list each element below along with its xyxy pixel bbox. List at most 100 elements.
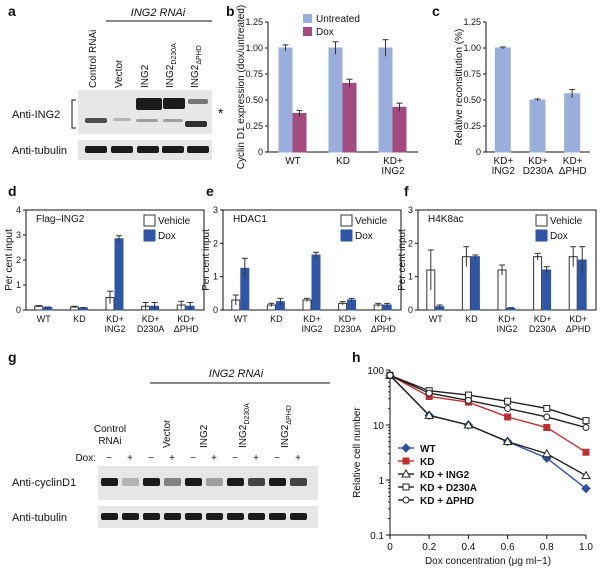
chart-c-category-label: KD+ [528, 156, 548, 167]
chart-f-category-label: ING2 [496, 324, 517, 334]
blot-a-row-label-ing2: Anti-ING2 [12, 109, 60, 121]
legend-d-dox-label: Dox [158, 231, 176, 242]
chart-h-legend-label: KD + ΔPHD [420, 496, 474, 507]
chart-h-legend-label: KD + ING2 [420, 470, 470, 481]
chart-h-xtick-label: 0.4 [461, 542, 475, 553]
blot-a-lane-label: ING2D230A [165, 43, 178, 88]
chart-c-category-label: KD+ [563, 156, 583, 167]
chart-c-ytick-label: 0 [476, 147, 481, 157]
chart-h-point-kd-ing2 [463, 419, 474, 429]
chart-e-category-label: KD+ [303, 314, 321, 324]
chart-h-line-kd-phd [389, 374, 587, 429]
chart-d-inset-title: Flag–ING2 [36, 214, 85, 225]
blot-a-lane-subscript: D230A [171, 43, 178, 65]
blot-a-row-label-tubulin: Anti-tubulin [12, 145, 67, 157]
chart-b-category-label: KD+ [383, 156, 403, 167]
chart-e-ylabel: Per cent input [201, 229, 212, 291]
chart-f-category-label: KD [465, 314, 478, 324]
blot-g-dox-sign: + [253, 453, 259, 464]
blot-g-band-cyclind1 [269, 478, 286, 486]
chart-e-category-label: KD [270, 314, 283, 324]
blot-a-band [188, 99, 208, 104]
chart-h-point-kd-phd [504, 404, 512, 412]
blot-g-band-tubulin [227, 513, 244, 520]
chart-e-ytick-label: 3 [213, 205, 218, 215]
blot-g-row-label-tubulin: Anti-tubulin [12, 512, 67, 524]
chart-h-xlabel: Dox concentration (μg ml−1) [425, 556, 551, 567]
chart-c-ytick-label: 0.50 [463, 95, 481, 105]
blot-g-dox-sign: − [274, 453, 280, 464]
blot-a-band-tubulin [137, 146, 159, 153]
chart-h-legend-marker [402, 457, 410, 465]
legend-e-vehicle-swatch [340, 214, 353, 227]
chart-b-category-label: WT [285, 156, 301, 167]
chart-h-ytick-label: 1 [378, 476, 384, 487]
chart-d-category-label: WT [37, 314, 51, 324]
blot-g-band-cyclind1 [185, 478, 202, 486]
chart-h-point-kd-d230a [582, 417, 590, 425]
chart-h-legend-marker [401, 443, 411, 453]
chart-h-point-kd-d230a [504, 397, 512, 405]
legend-d-vehicle-label: Vehicle [158, 216, 191, 227]
blot-a-membrane-ing2 [78, 90, 212, 134]
legend-e-vehicle-label: Vehicle [355, 216, 388, 227]
legend-f-dox-label: Dox [550, 231, 568, 242]
chart-e-inset-title: HDAC1 [233, 214, 267, 225]
blot-g-dox-sign: + [295, 453, 301, 464]
blot-g-band-tubulin [164, 513, 181, 520]
chart-f-category-label: KD+ [498, 314, 516, 324]
chart-f-ytick-label: 1 [408, 272, 413, 282]
chart-d-ytick-label: 3 [16, 230, 21, 240]
chart-f-category-label: KD+ [569, 314, 587, 324]
chart-h-point-kd-phd [543, 413, 551, 421]
chart-h-ytick-label: 100 [367, 366, 384, 377]
panel-label-h: h [352, 349, 361, 365]
chart-h-point-kd [543, 424, 551, 432]
chart-f-ylabel: Per cent input [397, 229, 408, 291]
blot-g-band-tubulin [290, 513, 307, 520]
blot-a-lane-label: ING2ΔPHD [190, 45, 203, 88]
blot-g-band-cyclind1 [122, 478, 139, 486]
chart-h-xtick-label: 0.6 [501, 542, 515, 553]
chart-e-category-label: ING2 [301, 324, 322, 334]
blot-g-lane-label: ING2D230A [238, 403, 251, 448]
chart-d-ytick-label: 0 [16, 305, 21, 315]
legend-b-untreated-swatch [303, 14, 312, 23]
blot-a-band [163, 119, 183, 122]
blot-g-band-cyclind1 [164, 478, 181, 486]
legend-e-dox-swatch [340, 229, 353, 242]
chart-b-ylabel: Cyclin D1 expression (dox/untreated) [236, 5, 247, 170]
chart-h-ylabel: Relative cell number [352, 407, 363, 498]
blot-g-band-tubulin [185, 513, 202, 520]
chart-d-ytick-label: 2 [16, 255, 21, 265]
legend-d-vehicle-swatch [143, 214, 156, 227]
chart-f-category-label: ΔPHD [566, 324, 592, 334]
legend-d-dox-swatch [143, 229, 156, 242]
chart-e-category-label: KD+ [339, 314, 357, 324]
chart-h-legend-marker [402, 483, 410, 491]
chart-d-ytick-label: 4 [16, 205, 21, 215]
blot-g-band-tubulin [248, 513, 265, 520]
chart-h-point-kd-ing2 [541, 448, 552, 458]
chart-c-category-label: D230A [523, 166, 554, 177]
chart-b-ytick-label: 1.00 [245, 43, 263, 53]
blot-a-band [136, 119, 158, 122]
chart-c-ytick-label: 1.25 [463, 17, 481, 27]
chart-c-ytick-label: 1.00 [463, 43, 481, 53]
chart-c-category-label: KD+ [493, 156, 513, 167]
blot-a-band-tubulin [111, 146, 133, 153]
chart-h-xtick-label: 0 [387, 542, 393, 553]
chart-h-xtick-label: 1.0 [579, 542, 593, 553]
chart-f-bar-dox-1 [470, 256, 480, 311]
chart-d-category-label: ING2 [104, 324, 125, 334]
blot-g-band-tubulin [122, 513, 139, 520]
chart-h-legend-label: WT [420, 444, 436, 455]
chart-b-ytick-label: 0.75 [245, 69, 263, 79]
blot-a-lane-label: Vector [114, 59, 125, 88]
chart-b-category-label: KD [336, 156, 350, 167]
blot-a-band-tubulin [162, 146, 184, 153]
chart-e-category-label: KD+ [374, 314, 392, 324]
blot-g-dox-sign: + [169, 453, 175, 464]
blot-g-band-cyclind1 [206, 478, 223, 486]
chart-f-ytick-label: 3 [408, 205, 413, 215]
